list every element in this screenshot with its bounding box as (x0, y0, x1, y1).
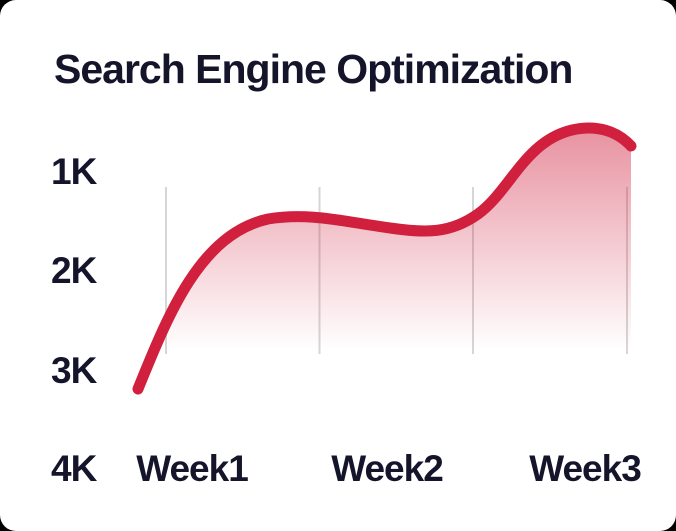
x-tick-week3: Week3 (529, 448, 642, 489)
chart-title: Search Engine Optimization (54, 46, 573, 92)
x-tick-week1: Week1 (136, 448, 249, 489)
trend-line (132, 122, 637, 395)
x-tick-week2: Week2 (331, 448, 444, 489)
y-tick-2k: 2K (51, 250, 97, 291)
y-tick-3k: 3K (51, 350, 97, 391)
y-tick-1k: 1K (51, 151, 97, 192)
area-fill (138, 127, 631, 401)
y-tick-4k: 4K (51, 448, 97, 489)
